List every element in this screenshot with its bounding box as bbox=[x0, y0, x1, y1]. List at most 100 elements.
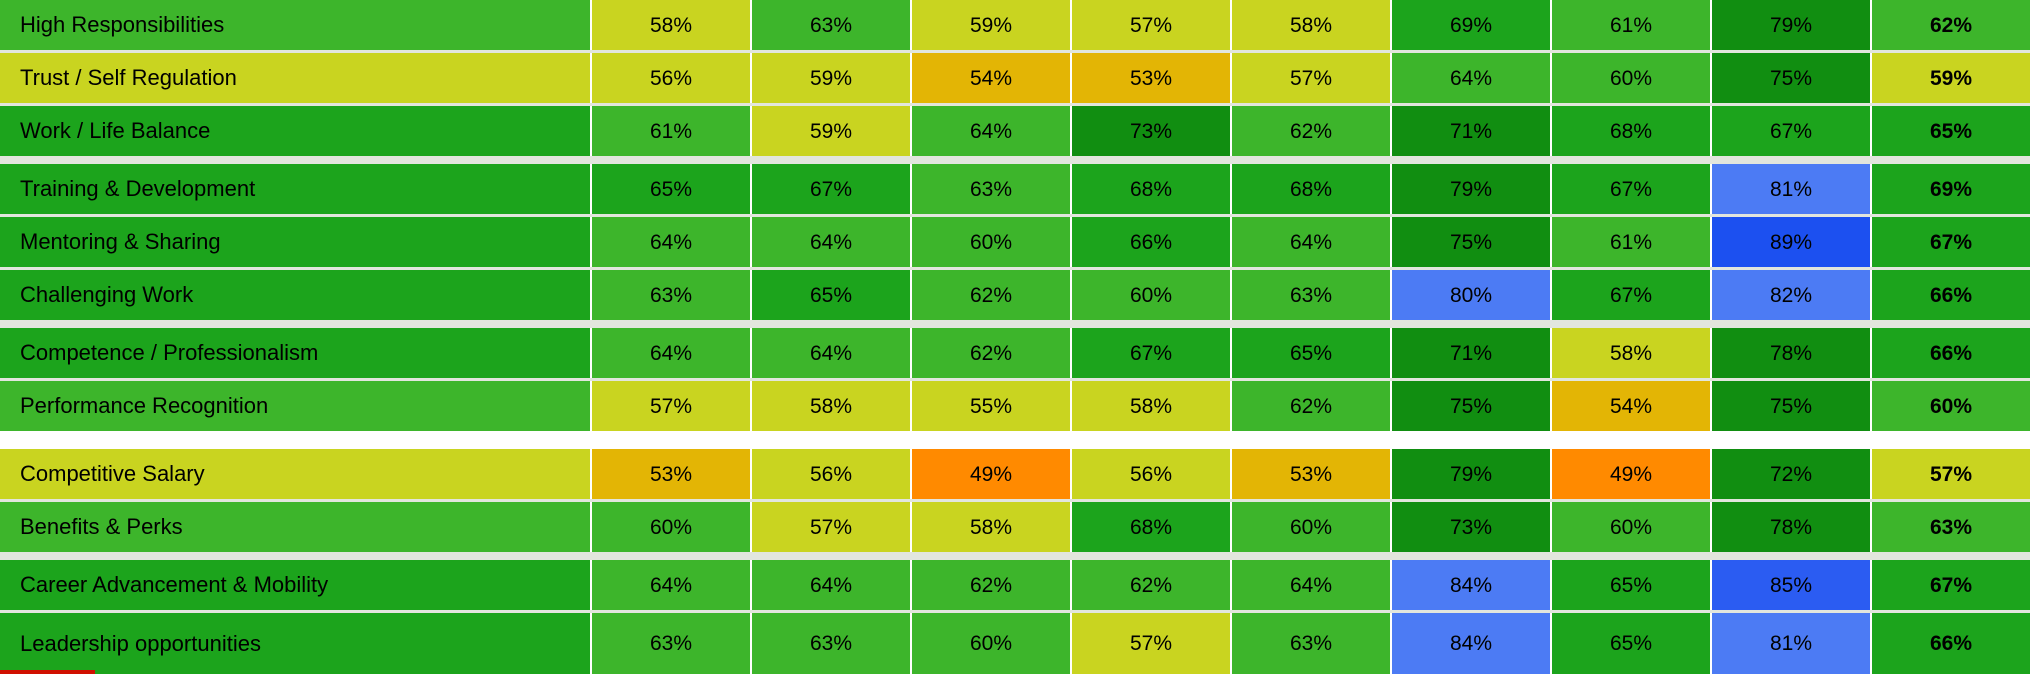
row-separator bbox=[0, 267, 2030, 270]
value-cell: 65% bbox=[1232, 328, 1390, 378]
row-separator bbox=[0, 378, 2030, 381]
value-cell: 60% bbox=[912, 217, 1070, 267]
table-row: Leadership opportunities 63% 63% 60% 57% 63% 8… bbox=[0, 613, 2030, 674]
value-cell: 73% bbox=[1072, 106, 1230, 156]
value-cell: 64% bbox=[592, 560, 750, 610]
table-row: Training & Development 65% 67% 63% 68% 68% 79%… bbox=[0, 164, 2030, 214]
value-cell: 64% bbox=[752, 217, 910, 267]
value-cell: 65% bbox=[1552, 613, 1710, 674]
value-cell: 60% bbox=[912, 613, 1070, 674]
overall-value-cell: 66% bbox=[1872, 613, 2030, 674]
big-gap-separator bbox=[0, 431, 2030, 449]
value-cell: 62% bbox=[912, 270, 1070, 320]
value-cell: 57% bbox=[752, 502, 910, 552]
table-row: Trust / Self Regulation 56% 59% 54% 53% 57% 64… bbox=[0, 53, 2030, 103]
value-cell: 58% bbox=[1072, 381, 1230, 431]
value-cell: 64% bbox=[752, 560, 910, 610]
value-cell: 57% bbox=[1232, 53, 1390, 103]
group-separator bbox=[0, 552, 2030, 560]
value-cell: 57% bbox=[1072, 0, 1230, 50]
value-cell: 62% bbox=[1072, 560, 1230, 610]
value-cell: 59% bbox=[912, 0, 1070, 50]
value-cell: 62% bbox=[912, 328, 1070, 378]
value-cell: 63% bbox=[912, 164, 1070, 214]
value-cell: 68% bbox=[1072, 502, 1230, 552]
row-label: Career Advancement & Mobility bbox=[0, 560, 590, 610]
value-cell: 63% bbox=[1232, 613, 1390, 674]
overall-value-cell: 65% bbox=[1872, 106, 2030, 156]
value-cell: 64% bbox=[592, 217, 750, 267]
overall-value-cell: 66% bbox=[1872, 328, 2030, 378]
value-cell: 67% bbox=[1712, 106, 1870, 156]
value-cell: 49% bbox=[912, 449, 1070, 499]
value-cell: 81% bbox=[1712, 164, 1870, 214]
overall-value-cell: 69% bbox=[1872, 164, 2030, 214]
value-cell: 67% bbox=[752, 164, 910, 214]
value-cell: 62% bbox=[1232, 106, 1390, 156]
value-cell: 53% bbox=[1232, 449, 1390, 499]
value-cell: 62% bbox=[912, 560, 1070, 610]
overall-value-cell: 60% bbox=[1872, 381, 2030, 431]
overall-value-cell: 67% bbox=[1872, 217, 2030, 267]
value-cell: 64% bbox=[1232, 217, 1390, 267]
row-label: Benefits & Perks bbox=[0, 502, 590, 552]
row-separator bbox=[0, 214, 2030, 217]
table-row: Benefits & Perks 60% 57% 58% 68% 60% 73% 60% 78%… bbox=[0, 502, 2030, 552]
value-cell: 58% bbox=[1552, 328, 1710, 378]
value-cell: 56% bbox=[752, 449, 910, 499]
row-separator bbox=[0, 610, 2030, 613]
value-cell: 59% bbox=[752, 53, 910, 103]
value-cell: 71% bbox=[1392, 328, 1550, 378]
value-cell: 64% bbox=[592, 328, 750, 378]
value-cell: 63% bbox=[752, 0, 910, 50]
row-label: Competitive Salary bbox=[0, 449, 590, 499]
value-cell: 80% bbox=[1392, 270, 1550, 320]
value-cell: 64% bbox=[752, 328, 910, 378]
table-row: Competitive Salary 53% 56% 49% 56% 53% 79% 49% 7… bbox=[0, 449, 2030, 499]
value-cell: 71% bbox=[1392, 106, 1550, 156]
value-cell: 67% bbox=[1072, 328, 1230, 378]
value-cell: 73% bbox=[1392, 502, 1550, 552]
value-cell: 68% bbox=[1552, 106, 1710, 156]
value-cell: 60% bbox=[1552, 502, 1710, 552]
value-cell: 54% bbox=[1552, 381, 1710, 431]
row-separator bbox=[0, 103, 2030, 106]
value-cell: 49% bbox=[1552, 449, 1710, 499]
value-cell: 65% bbox=[592, 164, 750, 214]
value-cell: 62% bbox=[1232, 381, 1390, 431]
value-cell: 79% bbox=[1392, 449, 1550, 499]
value-cell: 61% bbox=[592, 106, 750, 156]
value-cell: 85% bbox=[1712, 560, 1870, 610]
table-row: Competence / Professionalism 64% 64% 62% 67%… bbox=[0, 328, 2030, 378]
value-cell: 75% bbox=[1392, 381, 1550, 431]
value-cell: 68% bbox=[1072, 164, 1230, 214]
row-label: Training & Development bbox=[0, 164, 590, 214]
value-cell: 84% bbox=[1392, 613, 1550, 674]
value-cell: 58% bbox=[1232, 0, 1390, 50]
value-cell: 54% bbox=[912, 53, 1070, 103]
overall-value-cell: 59% bbox=[1872, 53, 2030, 103]
group-separator bbox=[0, 320, 2030, 328]
value-cell: 67% bbox=[1552, 164, 1710, 214]
value-cell: 57% bbox=[1072, 613, 1230, 674]
value-cell: 53% bbox=[592, 449, 750, 499]
row-separator bbox=[0, 499, 2030, 502]
cutoff-next-row-sliver bbox=[0, 670, 95, 674]
value-cell: 60% bbox=[1232, 502, 1390, 552]
value-cell: 79% bbox=[1392, 164, 1550, 214]
value-cell: 67% bbox=[1552, 270, 1710, 320]
value-cell: 63% bbox=[592, 613, 750, 674]
value-cell: 84% bbox=[1392, 560, 1550, 610]
value-cell: 64% bbox=[1232, 560, 1390, 610]
table-row: Mentoring & Sharing 64% 64% 60% 66% 64% 75% 61%… bbox=[0, 217, 2030, 267]
row-label: High Responsibilities bbox=[0, 0, 590, 50]
value-cell: 53% bbox=[1072, 53, 1230, 103]
value-cell: 64% bbox=[1392, 53, 1550, 103]
value-cell: 89% bbox=[1712, 217, 1870, 267]
table-row: Challenging Work 63% 65% 62% 60% 63% 80% 67% 82%… bbox=[0, 270, 2030, 320]
row-separator bbox=[0, 50, 2030, 53]
value-cell: 78% bbox=[1712, 502, 1870, 552]
value-cell: 82% bbox=[1712, 270, 1870, 320]
value-cell: 65% bbox=[752, 270, 910, 320]
